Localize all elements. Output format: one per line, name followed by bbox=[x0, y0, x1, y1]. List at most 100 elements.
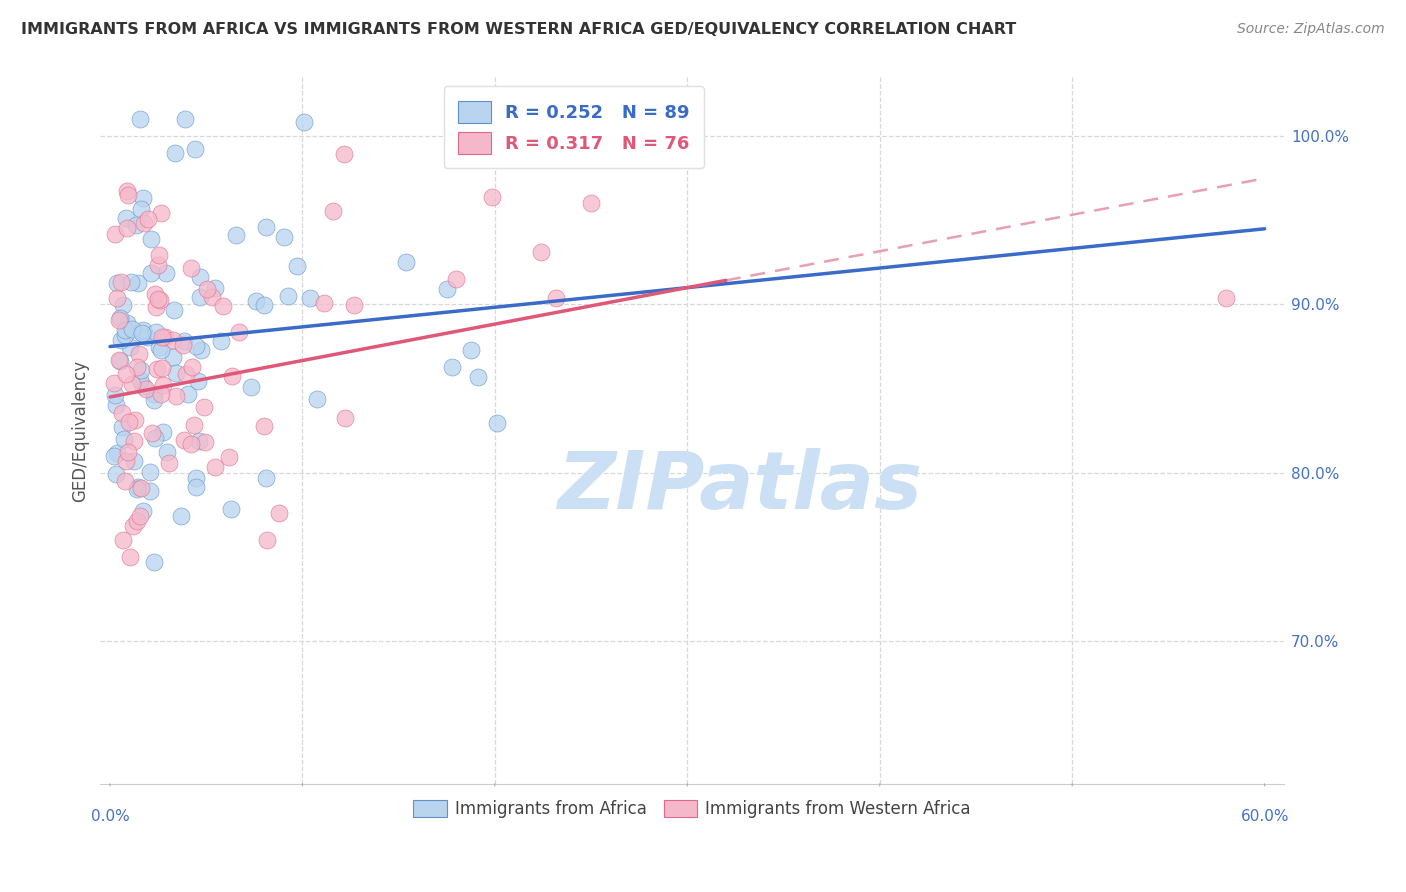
Point bbox=[436, 283, 458, 297]
Text: Source: ZipAtlas.com: Source: ZipAtlas.com bbox=[1237, 22, 1385, 37]
Point bbox=[186, 339, 208, 353]
Point bbox=[183, 142, 205, 156]
Point bbox=[305, 392, 328, 406]
Point bbox=[253, 298, 276, 312]
Point bbox=[121, 376, 143, 391]
Point bbox=[110, 275, 132, 289]
Point bbox=[104, 227, 127, 241]
Text: 0.0%: 0.0% bbox=[90, 809, 129, 824]
Point bbox=[124, 454, 146, 468]
Point bbox=[136, 212, 159, 227]
Point bbox=[218, 450, 240, 465]
Point bbox=[481, 189, 503, 203]
Legend: Immigrants from Africa, Immigrants from Western Africa: Immigrants from Africa, Immigrants from … bbox=[406, 793, 977, 825]
Point bbox=[152, 425, 174, 439]
Point bbox=[153, 330, 176, 344]
Point bbox=[127, 480, 149, 494]
Point bbox=[176, 387, 198, 401]
Point bbox=[221, 369, 243, 384]
Point bbox=[124, 434, 146, 449]
Point bbox=[127, 277, 149, 291]
Point bbox=[117, 184, 139, 198]
Point bbox=[155, 265, 177, 279]
Point bbox=[111, 406, 134, 420]
Point bbox=[195, 282, 218, 296]
Point bbox=[163, 145, 186, 160]
Point bbox=[312, 295, 335, 310]
Point bbox=[115, 454, 138, 468]
Point bbox=[146, 258, 169, 272]
Point bbox=[120, 549, 142, 564]
Point bbox=[173, 334, 195, 348]
Point bbox=[145, 300, 167, 314]
Point bbox=[128, 373, 150, 387]
Point bbox=[104, 388, 127, 402]
Point bbox=[128, 347, 150, 361]
Point bbox=[152, 378, 174, 392]
Y-axis label: GED/Equivalency: GED/Equivalency bbox=[72, 359, 89, 501]
Point bbox=[204, 281, 226, 295]
Point bbox=[188, 290, 211, 304]
Point bbox=[162, 350, 184, 364]
Point bbox=[131, 323, 153, 337]
Point bbox=[333, 410, 356, 425]
Point bbox=[256, 533, 278, 548]
Point bbox=[132, 327, 155, 342]
Point bbox=[180, 437, 202, 451]
Point bbox=[201, 290, 224, 304]
Point bbox=[125, 514, 148, 528]
Point bbox=[129, 202, 152, 216]
Point bbox=[114, 367, 136, 381]
Point bbox=[322, 203, 344, 218]
Point bbox=[146, 362, 169, 376]
Point bbox=[148, 292, 170, 306]
Point bbox=[121, 321, 143, 335]
Point bbox=[285, 259, 308, 273]
Point bbox=[267, 506, 290, 520]
Point bbox=[110, 334, 132, 348]
Point bbox=[139, 232, 162, 246]
Point bbox=[343, 298, 366, 312]
Point bbox=[115, 316, 138, 330]
Point bbox=[104, 398, 127, 412]
Point bbox=[441, 359, 464, 374]
Point bbox=[239, 379, 262, 393]
Point bbox=[150, 386, 173, 401]
Point bbox=[114, 474, 136, 488]
Point bbox=[187, 375, 209, 389]
Point bbox=[478, 141, 501, 155]
Point bbox=[165, 366, 187, 380]
Point bbox=[125, 483, 148, 497]
Point bbox=[129, 481, 152, 495]
Text: 60.0%: 60.0% bbox=[1240, 809, 1289, 824]
Point bbox=[115, 221, 138, 235]
Point bbox=[460, 343, 482, 357]
Point bbox=[332, 146, 354, 161]
Point bbox=[139, 465, 162, 479]
Point bbox=[149, 293, 172, 308]
Point bbox=[142, 393, 165, 408]
Point bbox=[139, 483, 162, 498]
Point bbox=[108, 313, 131, 327]
Point bbox=[143, 286, 166, 301]
Point bbox=[165, 389, 187, 403]
Point bbox=[162, 333, 184, 347]
Point bbox=[117, 188, 139, 202]
Text: IMMIGRANTS FROM AFRICA VS IMMIGRANTS FROM WESTERN AFRICA GED/EQUIVALENCY CORRELA: IMMIGRANTS FROM AFRICA VS IMMIGRANTS FRO… bbox=[21, 22, 1017, 37]
Point bbox=[107, 352, 129, 367]
Point bbox=[105, 276, 128, 290]
Point bbox=[125, 360, 148, 375]
Point bbox=[120, 275, 142, 289]
Point bbox=[254, 220, 277, 235]
Point bbox=[174, 367, 197, 381]
Point bbox=[103, 376, 125, 391]
Point bbox=[131, 326, 153, 340]
Point bbox=[111, 420, 134, 434]
Point bbox=[156, 444, 179, 458]
Point bbox=[143, 555, 166, 569]
Point bbox=[149, 206, 172, 220]
Point bbox=[181, 359, 204, 374]
Point bbox=[254, 470, 277, 484]
Point bbox=[112, 298, 135, 312]
Point bbox=[143, 431, 166, 445]
